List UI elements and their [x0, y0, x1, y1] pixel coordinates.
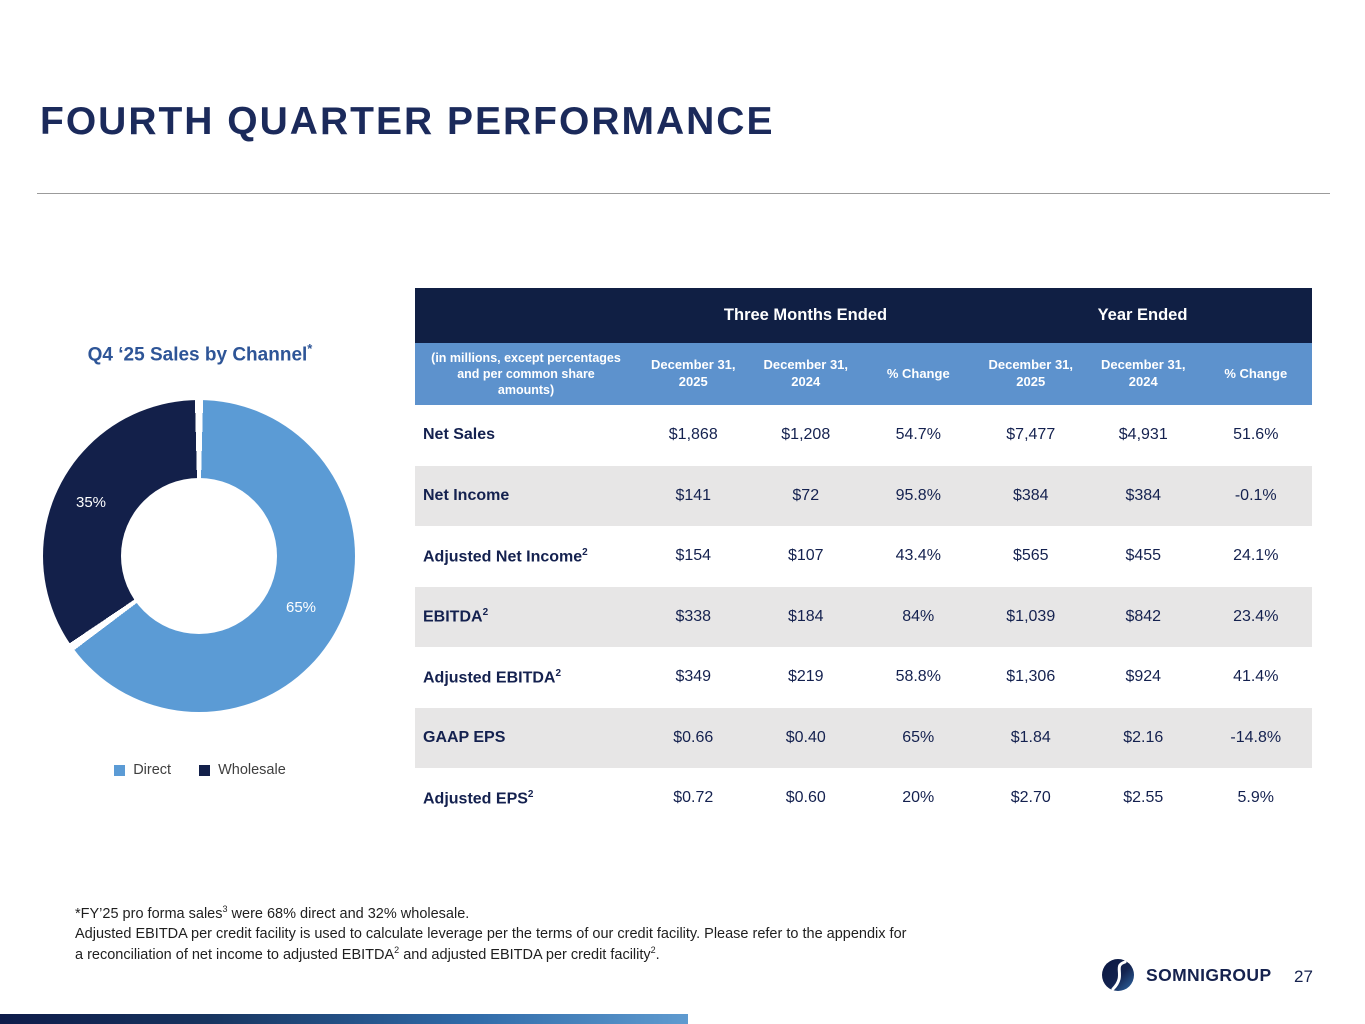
donut-chart: [43, 400, 355, 712]
row-label: Adjusted Net Income2: [423, 546, 588, 565]
table-row: Net Sales $1,868 $1,208 54.7% $7,477 $4,931 51…: [415, 405, 1312, 466]
column-header: December 31, 2025: [650, 357, 736, 389]
cell-value: $219: [787, 668, 824, 686]
row-label: EBITDA2: [423, 607, 489, 626]
cell-value: -0.1%: [1234, 486, 1277, 504]
table-row: EBITDA2 $338 $184 84% $1,039 $842 23.4%: [415, 586, 1312, 647]
row-label: Net Sales: [423, 426, 496, 444]
table-row: Adjusted EBITDA2 $349 $219 58.8% $1,306 $924 4…: [415, 647, 1312, 708]
table-subheader-row: (in millions, except percentages and per…: [415, 343, 1312, 405]
cell-value: $7,477: [1006, 426, 1056, 444]
footnote-line-3: a reconciliation of net income to adjust…: [75, 945, 660, 964]
cell-value: $1,208: [781, 426, 831, 444]
cell-value: $107: [787, 547, 824, 565]
cell-value: $2.16: [1123, 728, 1164, 746]
cell-value: $455: [1125, 547, 1162, 565]
cell-value: 84%: [902, 607, 935, 625]
cell-value: $1,868: [668, 426, 718, 444]
cell-value: $349: [675, 668, 712, 686]
cell-value: $141: [675, 486, 712, 504]
brand-name: SOMNIGROUP: [1146, 964, 1272, 985]
legend-item: Wholesale: [199, 762, 286, 778]
legend-label: Wholesale: [218, 762, 286, 778]
page-title: FOURTH QUARTER PERFORMANCE: [40, 100, 775, 143]
financial-table: Three Months Ended Year Ended (in millio…: [415, 288, 1312, 829]
column-header: December 31, 2024: [1100, 357, 1186, 389]
cell-value: $0.60: [785, 789, 826, 807]
table-row: Adjusted Net Income2 $154 $107 43.4% $565 $45…: [415, 526, 1312, 587]
cell-value: 65%: [902, 728, 935, 746]
title-divider: [37, 193, 1330, 194]
bottom-accent-bar: [0, 1014, 688, 1024]
cell-value: $1,039: [1006, 607, 1056, 625]
chart-legend: Direct Wholesale: [35, 762, 365, 778]
cell-value: $565: [1012, 547, 1049, 565]
table-group-header-row: Three Months Ended Year Ended: [415, 288, 1312, 343]
cell-value: 20%: [902, 789, 935, 807]
group-header-three-months: Three Months Ended: [723, 306, 888, 324]
cell-value: 58.8%: [895, 668, 941, 686]
cell-value: $72: [792, 486, 820, 504]
column-header: December 31, 2024: [763, 357, 849, 389]
somnigroup-logo-icon: [1102, 959, 1134, 991]
cell-value: -14.8%: [1230, 728, 1282, 746]
cell-value: 24.1%: [1233, 547, 1279, 565]
legend-label: Direct: [133, 762, 172, 778]
row-label: Adjusted EPS2: [423, 788, 534, 807]
direct-percent-label: 65%: [286, 599, 317, 616]
footer-brand: SOMNIGROUP: [1098, 955, 1272, 995]
cell-value: $1,306: [1006, 668, 1056, 686]
cell-value: $2.70: [1010, 789, 1051, 807]
legend-item: Direct: [114, 762, 171, 778]
cell-value: 43.4%: [895, 547, 941, 565]
footnotes: *FY’25 pro forma sales3 were 68% direct …: [75, 903, 1045, 966]
chart-title-asterisk: *: [307, 341, 313, 356]
legend-swatch: [199, 764, 211, 776]
cell-value: $384: [1125, 486, 1162, 504]
chart-title: Q4 ‘25 Sales by Channel*: [87, 341, 313, 366]
cell-value: 41.4%: [1233, 668, 1279, 686]
column-header: % Change: [886, 365, 950, 381]
footnote-line-2: Adjusted EBITDA per credit facility is u…: [75, 926, 907, 943]
row-label: Adjusted EBITDA2: [423, 667, 562, 686]
row-label: GAAP EPS: [423, 728, 506, 746]
table-corner-note: (in millions, except percentages and per…: [431, 350, 621, 398]
cell-value: $924: [1125, 668, 1162, 686]
cell-value: $4,931: [1118, 426, 1168, 444]
cell-value: $0.40: [785, 728, 826, 746]
cell-value: $2.55: [1123, 789, 1164, 807]
table-row: Net Income $141 $72 95.8% $384 $384 -0.1%: [415, 465, 1312, 526]
group-header-year-ended: Year Ended: [1097, 306, 1188, 324]
cell-value: 95.8%: [895, 486, 941, 504]
cell-value: 23.4%: [1233, 607, 1279, 625]
cell-value: 54.7%: [895, 426, 941, 444]
table-body: Net Sales $1,868 $1,208 54.7% $7,477 $4,931 51…: [415, 405, 1312, 829]
cell-value: 5.9%: [1237, 789, 1274, 807]
row-label: Net Income: [423, 486, 510, 504]
cell-value: 51.6%: [1233, 426, 1279, 444]
table-row: GAAP EPS $0.66 $0.40 65% $1.84 $2.16 -14.8%: [415, 707, 1312, 768]
wholesale-percent-label: 35%: [76, 494, 107, 511]
column-header: December 31, 2025: [988, 357, 1074, 389]
footnote-line-1: *FY’25 pro forma sales3 were 68% direct …: [75, 904, 470, 922]
cell-value: $184: [787, 607, 824, 625]
legend-swatch: [114, 764, 126, 776]
table-row: Adjusted EPS2 $0.72 $0.60 20% $2.70 $2.55 5.9%: [415, 768, 1312, 829]
cell-value: $0.66: [673, 728, 714, 746]
cell-value: $1.84: [1010, 728, 1051, 746]
cell-value: $154: [675, 547, 712, 565]
column-header: % Change: [1224, 365, 1288, 381]
cell-value: $842: [1125, 607, 1162, 625]
cell-value: $338: [675, 607, 712, 625]
cell-value: $0.72: [673, 789, 714, 807]
page-number: 27: [1294, 967, 1313, 986]
cell-value: $384: [1012, 486, 1049, 504]
